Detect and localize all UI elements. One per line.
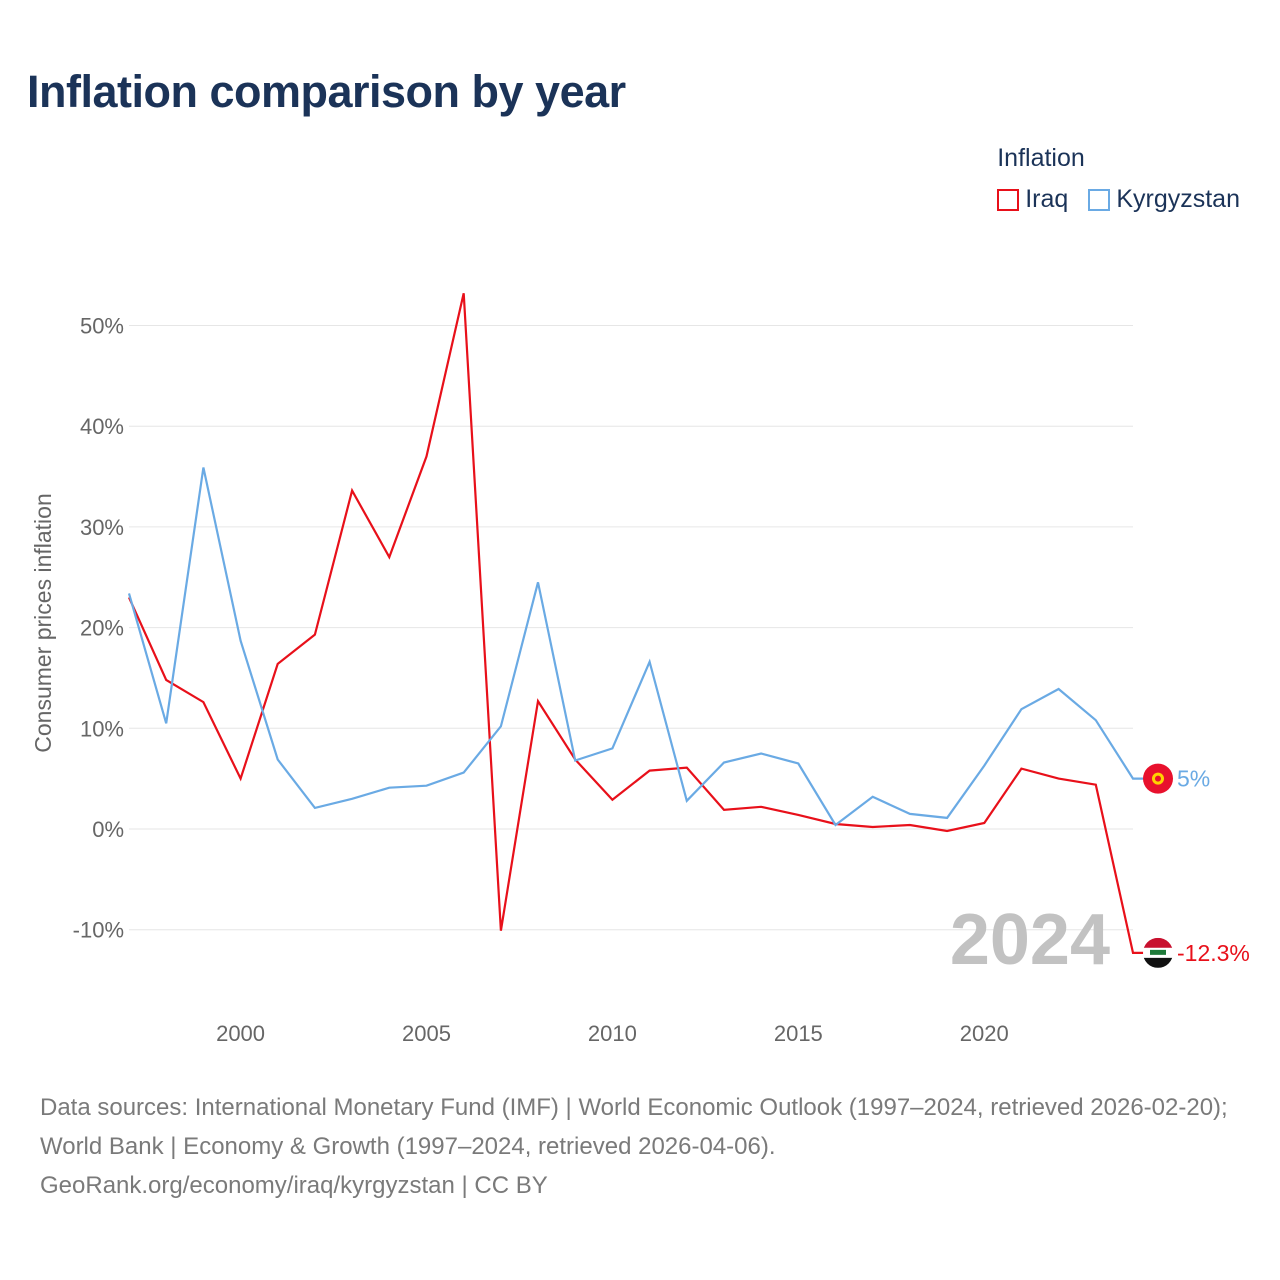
legend-swatch-iraq	[997, 188, 1020, 211]
series-line-iraq	[127, 293, 1158, 955]
x-tick-label: 2005	[402, 1021, 451, 1046]
x-tick-label: 2015	[774, 1021, 823, 1046]
sun-center-icon	[1155, 775, 1161, 782]
y-tick-label: 20%	[80, 616, 124, 641]
end-marker-iraq	[1143, 937, 1173, 968]
legend-label-iraq: Iraq	[1025, 185, 1069, 213]
y-axis-label: Consumer prices inflation	[30, 493, 56, 753]
legend-item-iraq[interactable]: Iraq	[997, 185, 1068, 214]
source-note: Data sources: International Monetary Fun…	[40, 1088, 1250, 1205]
source-line: Data sources: International Monetary Fun…	[40, 1094, 1228, 1160]
y-tick-label: -10%	[73, 918, 124, 943]
series-line-kyrgyzstan	[127, 467, 1158, 827]
source-credit: GeoRank.org/economy/iraq/kyrgyzstan | CC…	[40, 1172, 548, 1199]
legend-label-kyrgyzstan: Kyrgyzstan	[1116, 185, 1240, 213]
chart-title: Inflation comparison by year	[27, 66, 626, 117]
y-tick-label: 30%	[80, 515, 124, 540]
gridlines	[129, 325, 1133, 931]
end-label-kyrgyzstan: 5%	[1177, 766, 1210, 792]
x-tick-label: 2010	[588, 1021, 637, 1046]
end-marker-kyrgyzstan	[1143, 763, 1173, 794]
legend-item-kyrgyzstan[interactable]: Kyrgyzstan	[1088, 185, 1240, 214]
y-tick-label: 0%	[92, 817, 124, 842]
end-markers: -12.3% 5%	[1143, 763, 1250, 968]
end-label-iraq: -12.3%	[1177, 940, 1250, 966]
series-lines	[127, 293, 1158, 955]
legend-title: Inflation	[997, 144, 1085, 172]
line-chart: -10%0%10%20%30%40%50% 2000 2005 2010 2015 20…	[30, 293, 1250, 1046]
legend: Inflation Iraq Kyrgyzstan	[997, 144, 1240, 214]
x-tick-label: 2000	[216, 1021, 265, 1046]
legend-swatch-kyrgyzstan	[1088, 188, 1111, 211]
y-tick-label: 10%	[80, 716, 124, 741]
year-watermark: 2024	[950, 900, 1110, 980]
x-tick-label: 2020	[960, 1021, 1009, 1046]
y-tick-label: 50%	[80, 314, 124, 339]
x-axis-ticks: 2000 2005 2010 2015 2020	[216, 1021, 1009, 1046]
iraq-flag-icon	[1143, 937, 1173, 968]
y-axis-ticks: -10% 0% 10% 20% 30% 40% 50%	[73, 314, 124, 943]
y-tick-label: 40%	[80, 414, 124, 439]
